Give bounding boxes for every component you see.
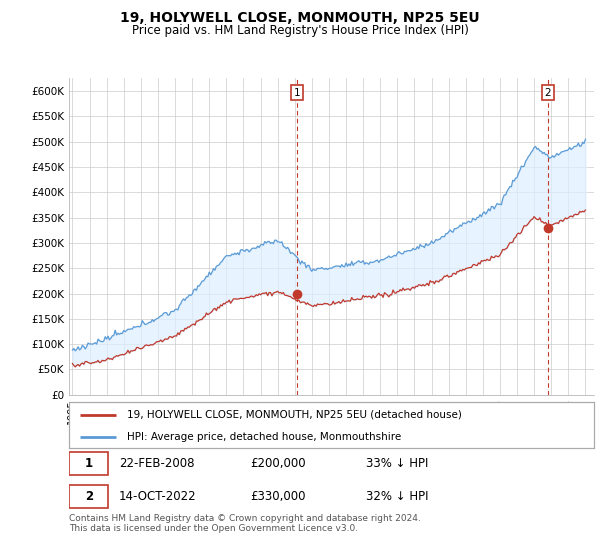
Text: 33% ↓ HPI: 33% ↓ HPI: [365, 457, 428, 470]
Text: 14-OCT-2022: 14-OCT-2022: [119, 490, 197, 503]
Text: HPI: Average price, detached house, Monmouthshire: HPI: Average price, detached house, Monm…: [127, 432, 401, 441]
Text: 1: 1: [85, 457, 93, 470]
Text: £200,000: £200,000: [250, 457, 306, 470]
Text: £330,000: £330,000: [250, 490, 305, 503]
Text: 22-FEB-2008: 22-FEB-2008: [119, 457, 194, 470]
Text: 19, HOLYWELL CLOSE, MONMOUTH, NP25 5EU: 19, HOLYWELL CLOSE, MONMOUTH, NP25 5EU: [120, 11, 480, 25]
FancyBboxPatch shape: [69, 452, 109, 475]
Text: Price paid vs. HM Land Registry's House Price Index (HPI): Price paid vs. HM Land Registry's House …: [131, 24, 469, 36]
Text: 19, HOLYWELL CLOSE, MONMOUTH, NP25 5EU (detached house): 19, HOLYWELL CLOSE, MONMOUTH, NP25 5EU (…: [127, 410, 461, 420]
Text: 2: 2: [544, 87, 551, 97]
FancyBboxPatch shape: [69, 485, 109, 508]
Text: 1: 1: [293, 87, 300, 97]
Text: 32% ↓ HPI: 32% ↓ HPI: [365, 490, 428, 503]
Text: Contains HM Land Registry data © Crown copyright and database right 2024.
This d: Contains HM Land Registry data © Crown c…: [69, 514, 421, 534]
Text: 2: 2: [85, 490, 93, 503]
